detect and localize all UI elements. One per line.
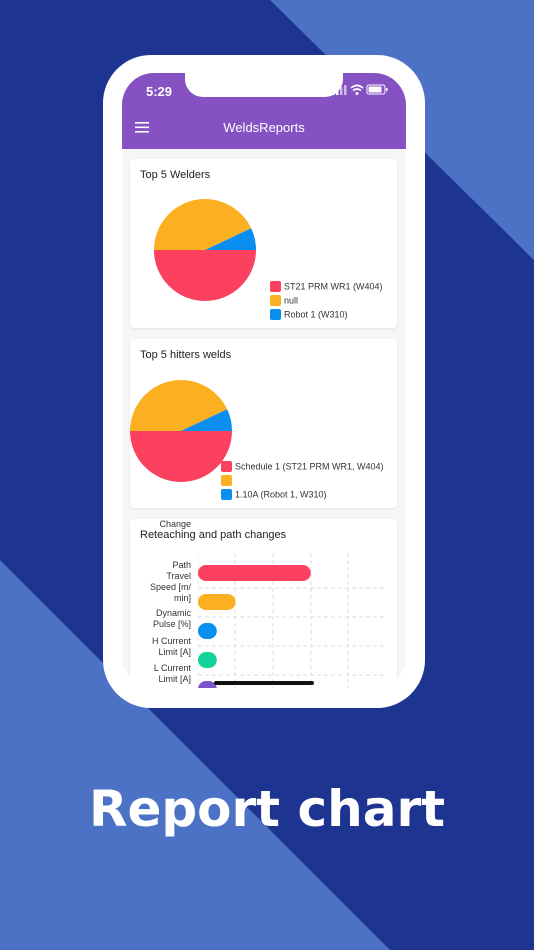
legend-item <box>221 475 235 487</box>
bar <box>198 565 311 581</box>
legend-item: Robot 1 (W310) <box>270 309 348 321</box>
legend-swatch <box>221 475 232 487</box>
bar <box>198 681 217 688</box>
legend-label: Schedule 1 (ST21 PRM WR1, W404) <box>235 461 384 472</box>
bar-category-label: Limit [A] <box>158 674 191 684</box>
headline: Report chart <box>88 780 446 838</box>
notch <box>185 73 343 97</box>
reteaching-card: Reteaching and path changes Path Change Tr… <box>130 519 397 688</box>
app-title: WeldsReports <box>223 120 305 135</box>
bar <box>198 652 217 668</box>
pie-chart <box>130 380 232 482</box>
hamburger-menu-icon[interactable] <box>135 122 149 133</box>
app-bar: 5:29 WeldsReports <box>122 73 406 149</box>
pie-slice <box>205 228 256 250</box>
legend-swatch <box>270 281 281 293</box>
legend-swatch <box>270 295 281 307</box>
top-welders-card: Top 5 Welders ST21 PRM WR1 (W404) null R… <box>130 159 397 328</box>
bar-category-label: Dynamic <box>155 608 191 618</box>
pie-slice <box>181 409 232 431</box>
bar-category-label: H Current <box>151 636 191 646</box>
bar-category-label: Change <box>159 519 191 529</box>
bar-category-label: Travel <box>166 571 191 581</box>
bar-category-label: Limit [A] <box>158 647 191 657</box>
wifi-icon <box>350 84 364 95</box>
bar-category-label: min] <box>173 593 191 603</box>
pie-slice <box>154 199 252 250</box>
bar-category-label: Pulse [%] <box>152 619 191 629</box>
bar-category-label: Speed [m/ <box>149 582 191 592</box>
status-time: 5:29 <box>146 84 173 99</box>
battery-icon <box>366 84 388 95</box>
card-title: Top 5 Welders <box>140 169 211 181</box>
card-title: Reteaching and path changes <box>140 529 287 541</box>
card-title: Top 5 hitters welds <box>140 349 232 361</box>
pie-chart <box>154 199 256 301</box>
top-hitters-card: Top 5 hitters welds Schedule 1 (ST21 PRM… <box>130 339 397 508</box>
signal-icon <box>332 85 347 95</box>
legend-label: ST21 PRM WR1 (W404) <box>284 281 383 292</box>
bar-chart <box>198 553 386 688</box>
legend-label: 1.10A (Robot 1, W310) <box>235 489 327 500</box>
pie-slice <box>130 431 232 482</box>
bar <box>198 594 236 610</box>
pie-slice <box>130 380 228 431</box>
bar <box>198 623 217 639</box>
bar-category-label: L Current <box>153 663 191 673</box>
legend-item: null <box>270 295 299 307</box>
legend-item: ST21 PRM WR1 (W404) <box>270 281 383 293</box>
legend-item: Schedule 1 (ST21 PRM WR1, W404) <box>221 461 384 473</box>
legend-label: Robot 1 (W310) <box>284 309 348 320</box>
legend-swatch <box>270 309 281 321</box>
app-screen: 5:29 WeldsReports <box>122 73 406 688</box>
home-indicator <box>214 681 314 685</box>
legend-swatch <box>221 489 232 501</box>
pie-slice <box>154 250 256 301</box>
bar-category-label: Path <box>172 560 191 570</box>
legend-swatch <box>221 461 232 473</box>
legend-label: null <box>284 295 299 306</box>
status-icons <box>332 84 388 95</box>
legend-item: 1.10A (Robot 1, W310) <box>221 489 327 501</box>
